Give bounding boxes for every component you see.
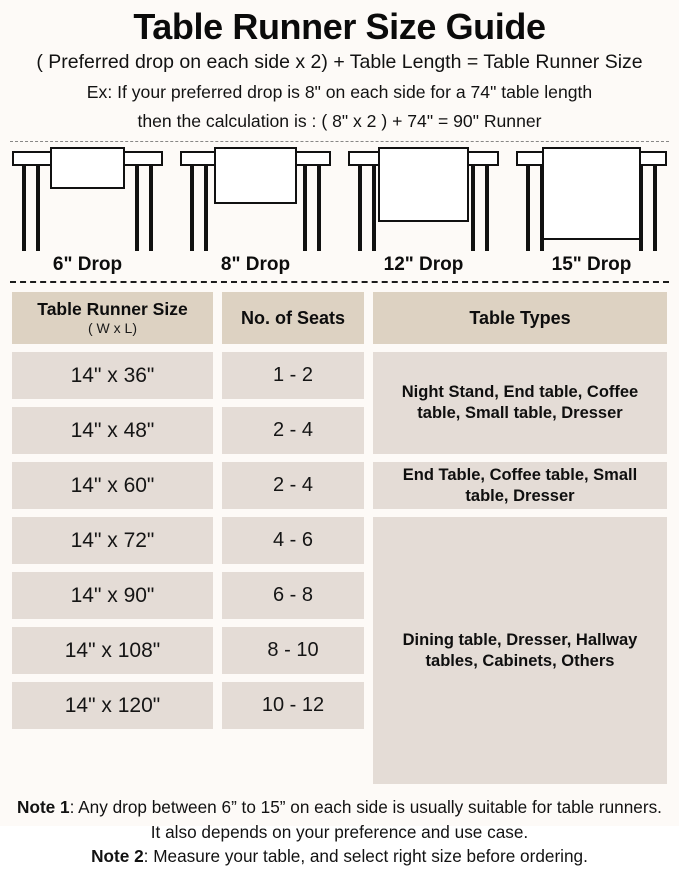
table-leg-icon [190, 165, 194, 252]
drop-label-6: 6" Drop [52, 254, 123, 276]
table-leg-icon [303, 165, 307, 252]
table-leg-icon [653, 165, 657, 252]
drop-label-8: 8" Drop [220, 254, 291, 276]
example-text-line2: then the calculation is : ( 8" x 2 ) + 7… [137, 110, 542, 131]
table-row: 14" x 72" [12, 517, 213, 565]
table-row: 14" x 120" [12, 682, 213, 730]
table-row: 14" x 60" [12, 462, 213, 510]
dashed-divider-bottom [10, 281, 669, 284]
table-row: 14" x 90" [12, 572, 213, 620]
table-types-group-2: End Table, Coffee table, Small table, Dr… [373, 462, 667, 510]
table-row: 1 - 2 [222, 352, 364, 400]
table-leg-icon [526, 165, 530, 252]
header-runner-size: Table Runner Size ( W x L) [12, 292, 213, 345]
table-leg-icon [372, 165, 376, 252]
diagram-row [6, 145, 673, 253]
table-row: 8 - 10 [222, 627, 364, 675]
dashed-divider-top [10, 141, 669, 143]
formula-text: ( Preferred drop on each side x 2) + Tab… [36, 50, 643, 73]
column-runner-size: Table Runner Size ( W x L) 14" x 36" 14"… [12, 292, 213, 737]
note-2-label: Note 2 [91, 846, 144, 867]
page-title: Table Runner Size Guide [133, 6, 546, 47]
column-table-types: Table Types Night Stand, End table, Coff… [373, 292, 667, 792]
table-leg-icon [135, 165, 139, 252]
header-block: Table Runner Size Guide ( Preferred drop… [0, 0, 679, 133]
table-row: 10 - 12 [222, 682, 364, 730]
header-table-types-label: Table Types [469, 307, 571, 328]
drop-diagram-section: 6" Drop 8" Drop 12" Drop 15" Drop [0, 141, 679, 284]
drop-label-row: 6" Drop 8" Drop 12" Drop 15" Drop [6, 254, 673, 276]
table-row: 4 - 6 [222, 517, 364, 565]
header-seats-label: No. of Seats [240, 307, 346, 328]
table-leg-icon [204, 165, 208, 252]
runner-drop-icon [214, 147, 297, 205]
header-runner-size-sub: ( W x L) [88, 320, 137, 337]
runner-drop-icon [542, 147, 641, 241]
runner-drop-icon [378, 147, 469, 223]
runner-drop-icon [50, 147, 125, 190]
example-text-line1: Ex: If your preferred drop is 8" on each… [86, 81, 593, 102]
table-leg-icon [485, 165, 489, 252]
table-types-group-1: Night Stand, End table, Coffee table, Sm… [373, 352, 667, 455]
table-row: 6 - 8 [222, 572, 364, 620]
table-leg-icon [22, 165, 26, 252]
drop-diagram-6 [6, 145, 169, 253]
table-leg-icon [36, 165, 40, 252]
table-leg-icon [149, 165, 153, 252]
note-1-label: Note 1 [17, 797, 70, 818]
header-seats: No. of Seats [222, 292, 364, 345]
table-row: 2 - 4 [222, 407, 364, 455]
notes-section: Note 1: Any drop between 6” to 15” on ea… [0, 795, 679, 868]
drop-label-15: 15" Drop [551, 254, 632, 276]
note-1: Note 1: Any drop between 6” to 15” on ea… [10, 795, 669, 844]
size-table: Table Runner Size ( W x L) 14" x 36" 14"… [0, 292, 679, 792]
table-leg-icon [471, 165, 475, 252]
table-row: 2 - 4 [222, 462, 364, 510]
header-runner-size-main: Table Runner Size [37, 298, 188, 319]
note-2-text: : Measure your table, and select right s… [143, 846, 588, 867]
table-row: 14" x 48" [12, 407, 213, 455]
table-row: 14" x 108" [12, 627, 213, 675]
drop-diagram-8 [174, 145, 337, 253]
drop-diagram-15 [510, 145, 673, 253]
drop-label-12: 12" Drop [383, 254, 464, 276]
note-2: Note 2: Measure your table, and select r… [10, 844, 669, 868]
table-leg-icon [358, 165, 362, 252]
table-row: 14" x 36" [12, 352, 213, 400]
column-seats: No. of Seats 1 - 2 2 - 4 2 - 4 4 - 6 6 -… [222, 292, 364, 737]
table-types-group-3: Dining table, Dresser, Hallway tables, C… [373, 517, 667, 785]
note-1-text: : Any drop between 6” to 15” on each sid… [69, 797, 662, 842]
drop-diagram-12 [342, 145, 505, 253]
table-leg-icon [317, 165, 321, 252]
header-table-types: Table Types [373, 292, 667, 345]
